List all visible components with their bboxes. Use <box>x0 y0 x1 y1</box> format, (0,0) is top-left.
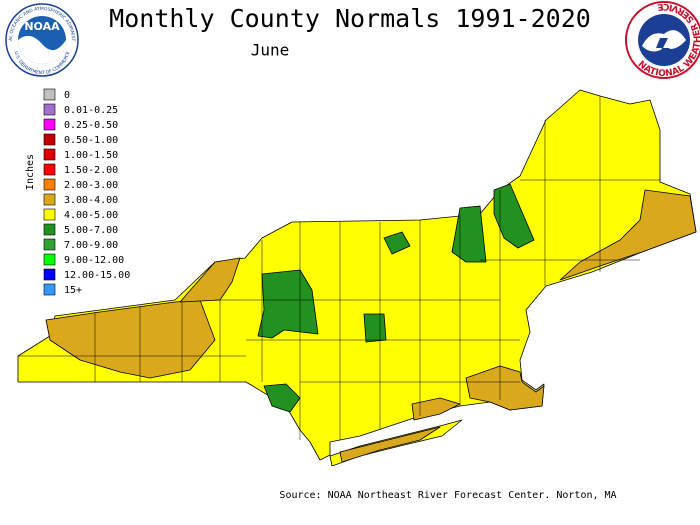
legend-swatch <box>43 238 56 251</box>
legend-label: 4.00-5.00 <box>64 210 118 221</box>
source: Source: NOAA Northeast River Forecast Ce… <box>279 490 616 501</box>
region-gold <box>559 189 697 281</box>
legend-label: 15+ <box>64 285 82 296</box>
legend-swatch <box>43 178 56 191</box>
legend-label: 9.00-12.00 <box>64 255 124 266</box>
legend-label: 2.00-3.00 <box>64 180 118 191</box>
title: Monthly County Normals 1991-2020 <box>109 4 591 33</box>
map <box>17 89 697 467</box>
legend-swatch <box>43 133 56 146</box>
legend-swatch <box>43 253 56 266</box>
legend-swatch <box>43 148 56 161</box>
noaa-text: NOAA <box>24 20 60 33</box>
legend-label: 3.00-4.00 <box>64 195 118 206</box>
region-green <box>493 183 535 249</box>
legend-label: 1.00-1.50 <box>64 150 118 161</box>
nws-logo: NATIONAL WEATHER SERVICE <box>625 1 700 79</box>
legend-swatch <box>43 268 56 281</box>
legend-swatch <box>43 88 56 101</box>
legend-swatch <box>43 193 56 206</box>
legend-swatch <box>43 103 56 116</box>
legend-label: 7.00-9.00 <box>64 240 118 251</box>
legend-label: 0.50-1.00 <box>64 135 118 146</box>
region-green <box>363 313 387 343</box>
legend-swatch <box>43 208 56 221</box>
region-green <box>263 383 301 413</box>
legend-label: 12.00-15.00 <box>64 270 130 281</box>
region-gold <box>411 397 461 421</box>
legend-swatch <box>43 283 56 296</box>
legend-label: 0.25-0.50 <box>64 120 118 131</box>
legend-label: 0.01-0.25 <box>64 105 118 116</box>
legend-label: 1.50-2.00 <box>64 165 118 176</box>
region-green <box>451 205 487 263</box>
legend-label: 5.00-7.00 <box>64 225 118 236</box>
region-gold <box>179 257 241 303</box>
region-gold <box>465 365 545 411</box>
region-green <box>383 231 411 255</box>
region-gold <box>339 426 441 463</box>
legend-swatch <box>43 118 56 131</box>
county-lines <box>18 96 660 440</box>
region-gold <box>45 299 216 379</box>
noaa-logo: NATIONAL OCEANIC AND ATMOSPHERIC ADMINIS… <box>0 0 79 77</box>
legend-swatch <box>43 223 56 236</box>
legend-title: Inches <box>25 154 36 190</box>
subtitle: June <box>251 41 290 60</box>
legend-swatch <box>43 163 56 176</box>
legend-label: 0 <box>64 90 70 101</box>
legend: 0 0.01-0.25 0.25-0.50 0.50-1.00 1.00-1.50 1.5… <box>43 88 130 296</box>
